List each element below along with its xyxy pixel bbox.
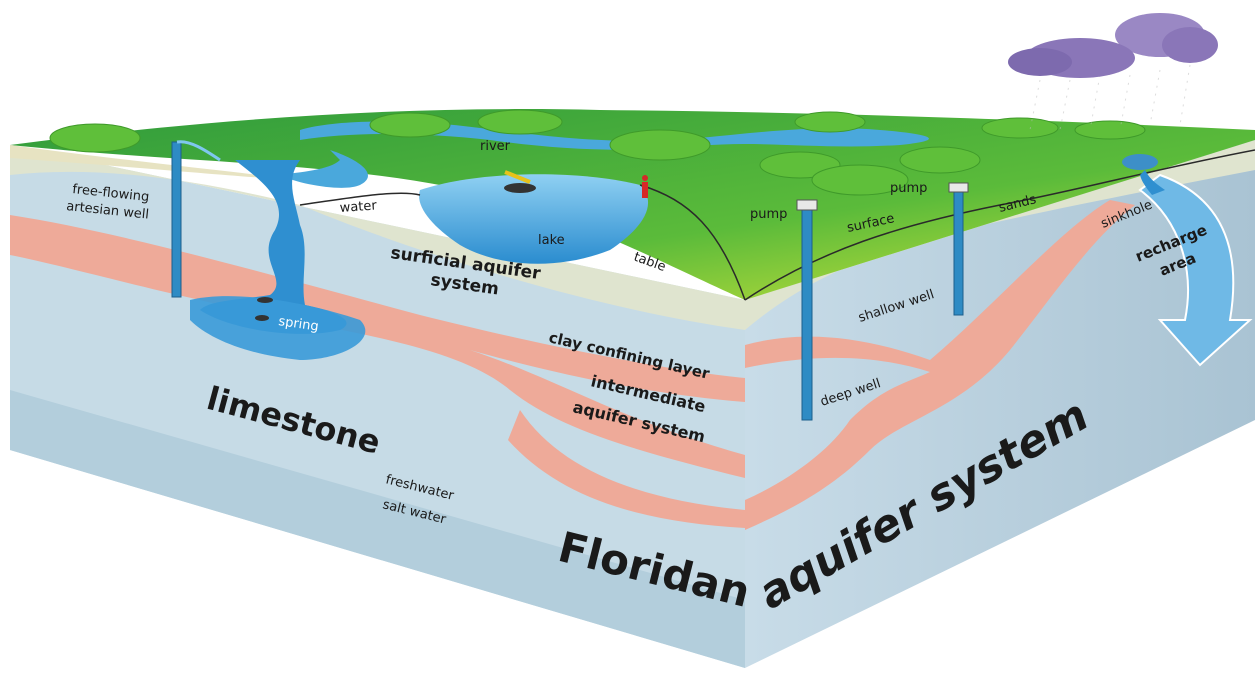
left-face: [10, 145, 745, 668]
pump-left-label: pump: [750, 207, 787, 222]
deep-well: [801, 207, 813, 421]
shrub: [49, 123, 141, 153]
right-face-limestone: [745, 140, 1255, 668]
left-face-sand-layer: [10, 145, 745, 330]
right-clay-band: [745, 200, 1135, 530]
top-surface: [10, 109, 1255, 301]
shallow-well: [953, 189, 964, 316]
left-face-saltwater-band: [10, 390, 745, 668]
shrub: [369, 112, 451, 138]
clay-confining-layer: [10, 215, 745, 478]
sinkhole: [1122, 154, 1158, 170]
fish-icon: [255, 297, 273, 321]
shallow-well-pump: [948, 182, 969, 193]
sinkhole-drop-icon: [1140, 170, 1165, 195]
rain-cloud-icon: [1008, 13, 1218, 131]
water-table-line: [299, 149, 1255, 301]
river-label: river: [480, 139, 511, 154]
deep-well-pump: [796, 199, 818, 211]
fisherman-icon: [642, 175, 648, 198]
artesian-flow-icon: [176, 140, 221, 162]
boat-icon: [504, 170, 536, 193]
pump-right-label: pump: [890, 181, 927, 196]
shrub: [477, 109, 563, 135]
wells: [171, 140, 969, 421]
recharge-arrow-icon: [1138, 173, 1253, 367]
river: [300, 121, 929, 150]
shrub: [811, 164, 909, 196]
river-branch: [280, 150, 369, 188]
shrub: [794, 111, 866, 133]
intermediate-clay-lower: [508, 410, 745, 528]
shrub: [1074, 120, 1146, 140]
shrub: [609, 129, 711, 161]
spring-pool: [190, 296, 366, 360]
free-flowing-well: [171, 141, 182, 298]
shrub: [899, 146, 981, 174]
water-label: water: [339, 198, 378, 216]
shrub: [981, 117, 1059, 139]
shrubs: [49, 109, 1146, 196]
right-face-sand-layer: [745, 140, 1255, 330]
spring-label: spring: [277, 314, 319, 334]
lake-label: lake: [538, 233, 565, 248]
right-face: [745, 140, 1255, 668]
lake: [419, 174, 649, 264]
spring-conduit: [200, 160, 347, 334]
